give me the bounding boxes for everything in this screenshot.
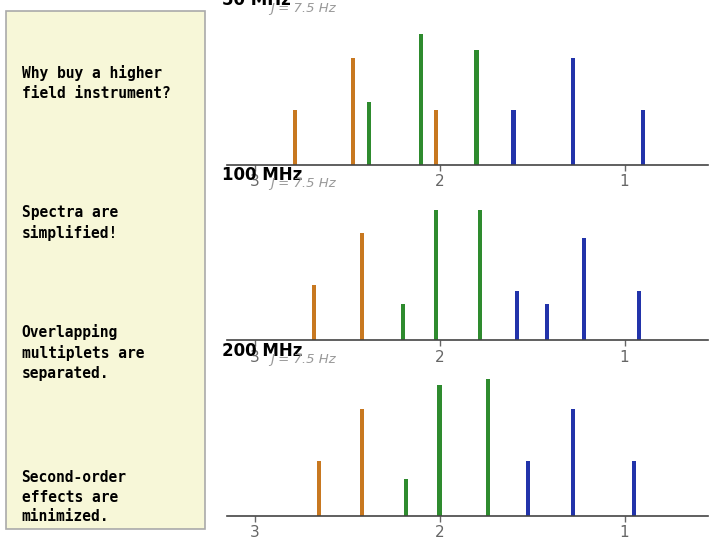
Text: Second-order
effects are
minimized.: Second-order effects are minimized. [22, 470, 127, 524]
Text: 200 MHz: 200 MHz [222, 342, 302, 360]
Bar [400, 303, 405, 340]
Bar [478, 210, 482, 340]
Bar [526, 461, 531, 516]
Bar [474, 50, 479, 165]
Text: 100 MHz: 100 MHz [222, 166, 302, 184]
Bar [360, 233, 364, 340]
Text: Overlapping
multiplets are
separated.: Overlapping multiplets are separated. [22, 324, 144, 381]
Bar [571, 409, 575, 516]
Bar [516, 291, 519, 340]
FancyBboxPatch shape [6, 11, 205, 529]
Bar [485, 379, 490, 516]
Text: J = 7.5 Hz: J = 7.5 Hz [270, 353, 336, 366]
Bar [571, 58, 575, 165]
Bar [545, 303, 549, 340]
Bar [433, 110, 438, 165]
Bar [419, 34, 423, 165]
Bar [367, 102, 372, 165]
Bar [438, 385, 441, 516]
Text: 50 MHz: 50 MHz [222, 0, 291, 9]
Text: J = 7.5 Hz: J = 7.5 Hz [270, 2, 336, 15]
Bar [511, 110, 516, 165]
Bar [433, 210, 438, 340]
Bar [637, 291, 642, 340]
Bar [293, 110, 297, 165]
Bar [404, 479, 408, 516]
Text: Why buy a higher
field instrument?: Why buy a higher field instrument? [22, 65, 171, 100]
Text: Spectra are
simplified!: Spectra are simplified! [22, 205, 118, 241]
Bar [631, 461, 636, 516]
Bar [318, 461, 321, 516]
Bar [351, 58, 355, 165]
Bar [312, 286, 316, 340]
Bar [641, 110, 645, 165]
Bar [360, 409, 364, 516]
Bar [582, 239, 586, 340]
Text: J = 7.5 Hz: J = 7.5 Hz [270, 177, 336, 190]
